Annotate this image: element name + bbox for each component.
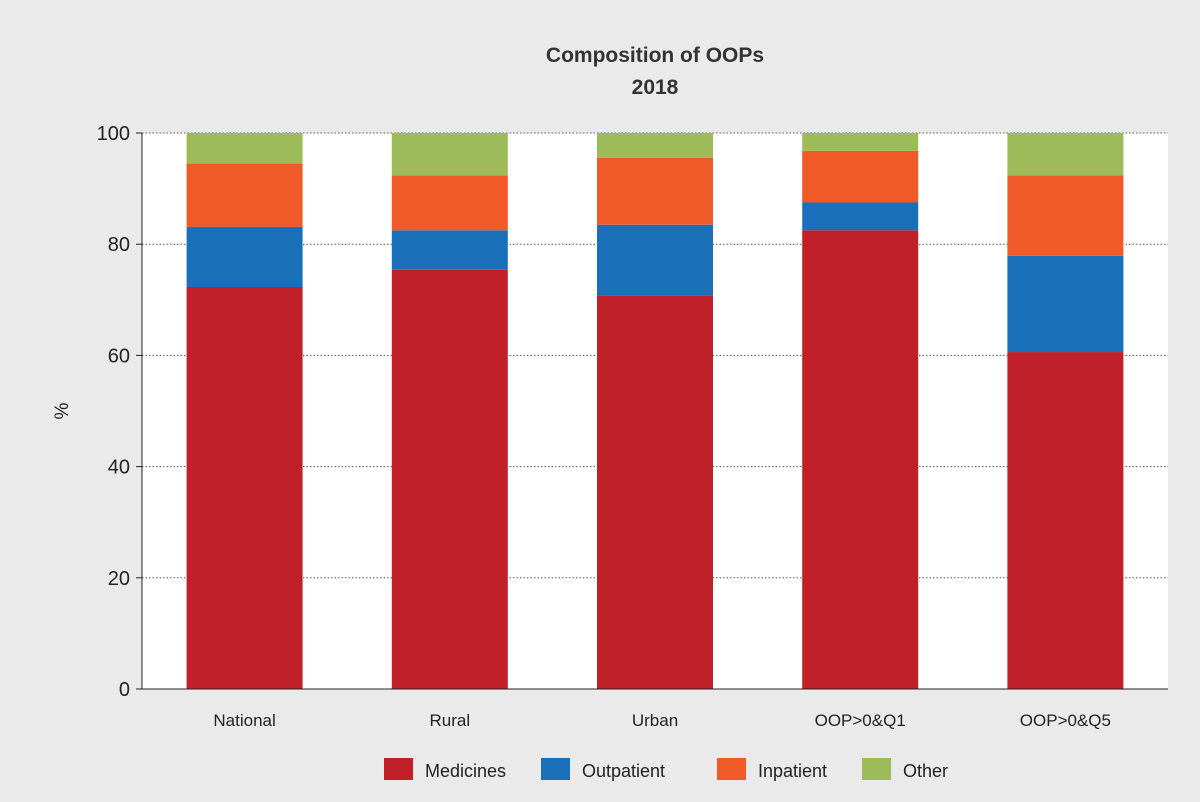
legend-swatch-medicines bbox=[384, 758, 413, 780]
bar-urban-other bbox=[597, 133, 713, 159]
bar-oop-0-q1-medicines bbox=[802, 230, 919, 690]
bar-urban-inpatient bbox=[597, 158, 713, 225]
y-tick-label-20: 20 bbox=[108, 568, 130, 590]
bar-oop-0-q1-other bbox=[802, 133, 919, 151]
bar-urban-outpatient bbox=[597, 224, 713, 296]
bar-national-medicines bbox=[186, 287, 303, 689]
legend-swatch-inpatient bbox=[717, 758, 746, 780]
y-tick-label-0: 0 bbox=[119, 679, 130, 701]
x-tick-label-oop-0-q1: OOP>0&Q1 bbox=[815, 711, 906, 730]
bar-oop-0-q5-outpatient bbox=[1007, 255, 1124, 353]
legend-swatch-outpatient bbox=[541, 758, 570, 780]
bar-urban-medicines bbox=[597, 295, 713, 689]
bar-rural-outpatient bbox=[391, 230, 508, 270]
bar-rural-inpatient bbox=[391, 175, 508, 231]
y-tick-label-100: 100 bbox=[97, 123, 130, 145]
legend-label-outpatient: Outpatient bbox=[582, 761, 665, 781]
x-tick-label-national: National bbox=[213, 711, 275, 730]
bar-national-inpatient bbox=[186, 163, 303, 227]
y-tick-labels: 0 20 40 60 80 100 bbox=[97, 123, 130, 701]
y-axis-label: % bbox=[52, 402, 73, 419]
x-tick-labels: National Rural Urban OOP>0&Q1 OOP>0&Q5 bbox=[213, 711, 1111, 730]
legend-label-medicines: Medicines bbox=[425, 761, 506, 781]
legend-swatch-other bbox=[862, 758, 891, 780]
x-tick-label-rural: Rural bbox=[429, 711, 470, 730]
chart-title-line-1: Composition of OOPs bbox=[546, 44, 764, 67]
gridlines bbox=[142, 132, 1168, 579]
bar-national-outpatient bbox=[186, 226, 303, 288]
bars bbox=[186, 133, 1124, 690]
x-tick-label-urban: Urban bbox=[632, 711, 678, 730]
y-tick-label-80: 80 bbox=[108, 234, 130, 256]
legend-label-other: Other bbox=[903, 761, 948, 781]
bar-oop-0-q5-medicines bbox=[1007, 352, 1124, 689]
bar-oop-0-q1-inpatient bbox=[802, 150, 919, 203]
bar-rural-medicines bbox=[391, 269, 508, 689]
legend: Medicines Outpatient Inpatient Other bbox=[384, 758, 948, 781]
bar-rural-other bbox=[391, 133, 508, 176]
bar-oop-0-q5-inpatient bbox=[1007, 175, 1124, 256]
bar-oop-0-q1-outpatient bbox=[802, 202, 919, 231]
axes bbox=[136, 132, 1168, 690]
x-tick-label-oop-0-q5: OOP>0&Q5 bbox=[1020, 711, 1111, 730]
bar-national-other bbox=[186, 133, 303, 164]
y-tick-label-60: 60 bbox=[108, 345, 130, 367]
chart-title-line-2: 2018 bbox=[632, 76, 679, 99]
legend-label-inpatient: Inpatient bbox=[758, 761, 827, 781]
bar-oop-0-q5-other bbox=[1007, 133, 1124, 176]
y-tick-label-40: 40 bbox=[108, 457, 130, 479]
